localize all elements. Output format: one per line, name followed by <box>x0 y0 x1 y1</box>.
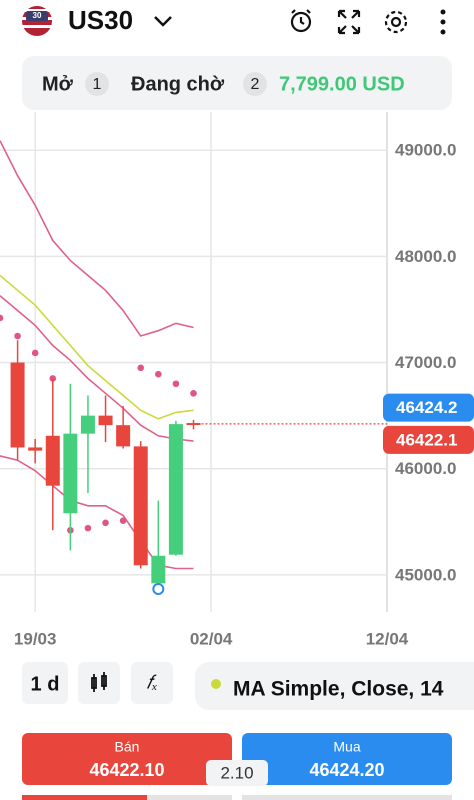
sar-dot <box>190 390 197 397</box>
candle-body <box>10 362 25 448</box>
x-tick-label: 12/04 <box>366 629 409 648</box>
sar-dot <box>102 519 109 527</box>
toolbar: 1 d 𝑓ₓ MA Simple, Close, 14 <box>22 662 474 710</box>
fx-icon: 𝑓ₓ <box>146 672 157 693</box>
candle-body <box>168 424 183 555</box>
indicator-line <box>0 140 194 337</box>
indicator-pill[interactable] <box>195 662 474 710</box>
trade: Bán 46422.10 Mua 46424.20 2.10 <box>22 733 452 800</box>
pending-label[interactable]: Đang chờ <box>131 73 225 95</box>
menu-icon[interactable] <box>440 9 446 35</box>
sar-dot <box>31 349 39 357</box>
sar-dot <box>137 364 145 372</box>
x-tick-label: 02/04 <box>190 629 233 648</box>
pending-count: 2 <box>251 76 260 93</box>
indicator-button[interactable] <box>131 662 173 704</box>
y-tick-label: 46000.0 <box>395 459 456 478</box>
fullscreen-icon[interactable] <box>337 9 361 35</box>
candle-body <box>151 555 166 584</box>
candle-body <box>45 435 60 486</box>
y-tick-label: 47000.0 <box>395 353 456 372</box>
y-tick-label: 48000.0 <box>395 247 456 266</box>
sar-dot <box>155 370 162 378</box>
indicator-name: MA Simple, Close, 14 <box>233 678 444 701</box>
candle-body <box>63 433 78 514</box>
sar-dot <box>84 524 92 532</box>
chart: 45000.0 46000.0 47000.0 48000.0 49000.0 19/03… <box>0 112 474 648</box>
balance: 7,799.00 USD <box>279 73 405 95</box>
header: 30 US30 <box>22 5 446 36</box>
symbol[interactable]: US30 <box>68 5 133 35</box>
indicator-dot <box>211 679 221 689</box>
bar <box>22 795 147 800</box>
summary: Mở 1 Đang chờ 2 7,799.00 USD <box>22 56 452 110</box>
chevron-icon[interactable] <box>154 16 172 27</box>
flag-canton <box>26 11 48 21</box>
candle-body <box>133 446 148 566</box>
flag-text: 30 <box>33 11 42 20</box>
open-count: 1 <box>93 76 102 93</box>
spread-box <box>206 760 268 786</box>
marker-icon <box>152 583 165 595</box>
flag-stripe <box>22 25 52 28</box>
timeframe: 1 d <box>31 673 60 695</box>
open-label[interactable]: Mở <box>42 73 74 95</box>
chart-type-button[interactable] <box>78 662 120 704</box>
candle-icon <box>91 672 107 692</box>
badge <box>243 72 267 96</box>
summary-box <box>22 56 452 110</box>
y-tick-label: 49000.0 <box>395 141 456 160</box>
sar-dot <box>0 314 4 322</box>
badge <box>85 72 109 96</box>
indicator-line <box>0 274 194 420</box>
sell-button[interactable] <box>22 733 232 785</box>
indicator-line <box>0 455 194 570</box>
bid-box <box>383 425 474 454</box>
x-tick-label: 19/03 <box>14 629 57 648</box>
buy-label: Mua <box>333 739 360 755</box>
sell-price: 46422.10 <box>89 760 164 780</box>
bar <box>147 795 232 800</box>
indicator-line <box>0 295 194 442</box>
buy-price: 46424.20 <box>309 760 384 780</box>
bid-label: 46422.1 <box>396 430 457 449</box>
ask-label: 46424.2 <box>396 398 457 417</box>
buy-button[interactable] <box>242 733 452 785</box>
sar-dot <box>14 332 21 340</box>
flag-stripe <box>22 9 52 12</box>
ask-box <box>383 393 474 422</box>
sar-dot <box>119 517 127 525</box>
sell-label: Bán <box>115 739 140 755</box>
candle-body <box>80 415 95 434</box>
spread: 2.10 <box>220 763 253 782</box>
candle-body <box>28 447 43 451</box>
candle-body <box>116 425 131 447</box>
timeframe-button[interactable] <box>22 662 68 704</box>
alarm-icon[interactable] <box>290 9 312 33</box>
candle-body <box>98 415 113 426</box>
settings-icon[interactable] <box>384 10 408 34</box>
y-tick-label: 45000.0 <box>395 565 456 584</box>
sar-dot <box>172 380 180 388</box>
bar <box>242 795 452 800</box>
